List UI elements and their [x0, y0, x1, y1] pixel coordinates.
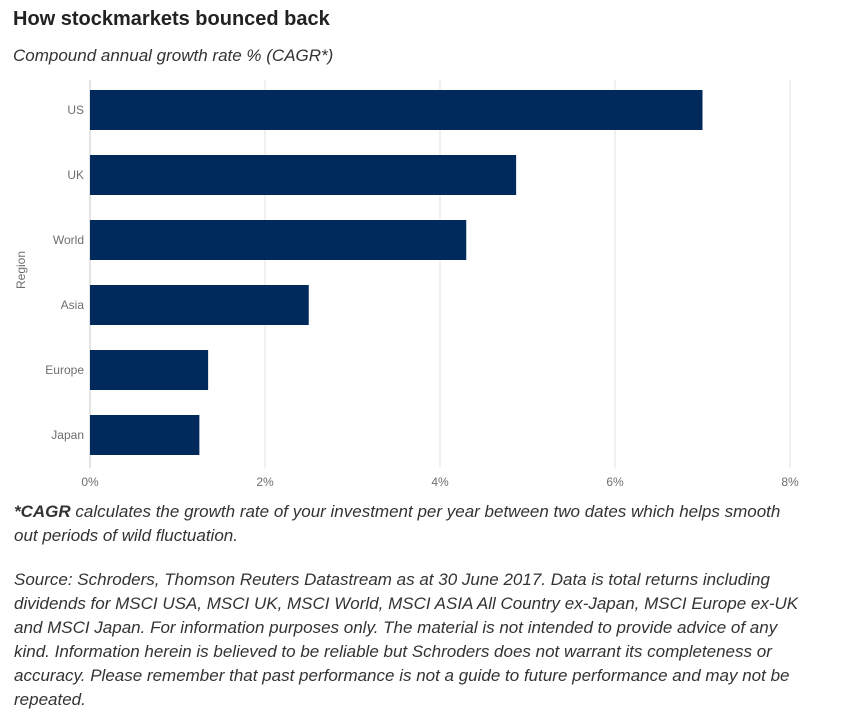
category-label: Japan	[51, 428, 84, 442]
category-label: Europe	[45, 363, 84, 377]
bars	[90, 90, 703, 455]
x-tick-label: 8%	[781, 475, 799, 489]
category-label: US	[67, 103, 84, 117]
x-tick-label: 0%	[81, 475, 99, 489]
cagr-footnote: *CAGR calculates the growth rate of your…	[14, 500, 804, 548]
category-label: World	[53, 233, 84, 247]
x-tick-label: 6%	[606, 475, 624, 489]
bar-world	[90, 220, 467, 260]
x-tick-label: 4%	[431, 475, 449, 489]
footnote-term: *CAGR	[14, 502, 71, 521]
category-label: Asia	[61, 298, 85, 312]
chart-title: How stockmarkets bounced back	[13, 8, 330, 30]
x-tick-label: 2%	[256, 475, 274, 489]
source-note: Source: Schroders, Thomson Reuters Datas…	[14, 570, 799, 709]
bar-uk	[90, 155, 517, 195]
category-labels: US UK World Asia Europe Japan	[45, 103, 84, 442]
x-tick-labels: 0% 2% 4% 6% 8%	[81, 475, 799, 489]
grid-lines	[89, 80, 791, 468]
bar-chart: US UK World Asia Europe Japan 0% 2% 4% 6% 8% Regi…	[14, 80, 799, 489]
y-axis-label: Region	[14, 251, 28, 289]
bar-europe	[90, 350, 209, 390]
footnote-text: calculates the growth rate of your inves…	[14, 502, 781, 545]
bar-asia	[90, 285, 309, 325]
bar-us	[90, 90, 703, 130]
chart-subtitle: Compound annual growth rate % (CAGR*)	[13, 46, 334, 65]
bar-japan	[90, 415, 200, 455]
category-label: UK	[67, 168, 84, 182]
